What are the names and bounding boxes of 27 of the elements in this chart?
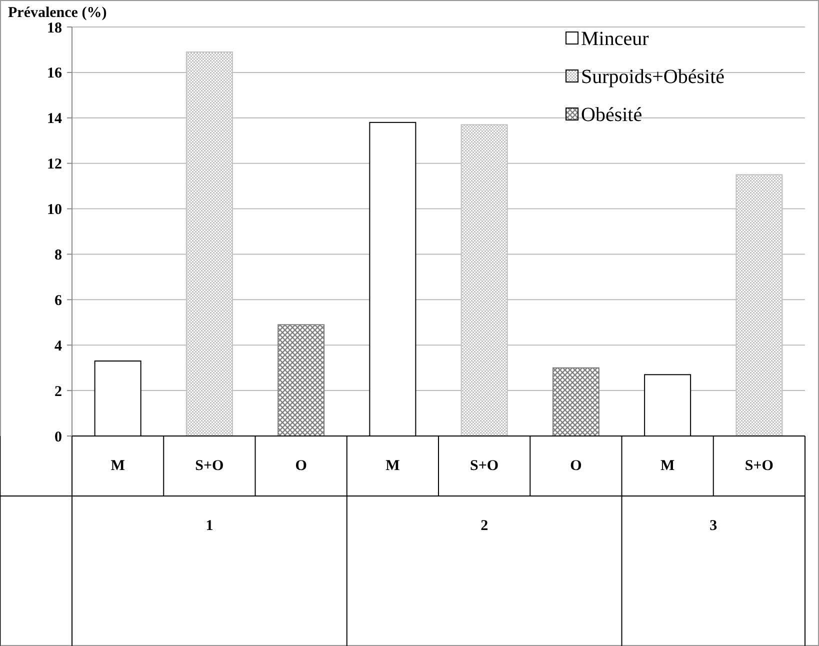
y-tick-label: 4 bbox=[54, 338, 62, 354]
y-tick-label: 10 bbox=[47, 202, 62, 218]
y-tick-label: 14 bbox=[47, 111, 62, 128]
bar bbox=[278, 324, 325, 436]
y-tick-label: 6 bbox=[54, 292, 62, 309]
legend-label: Obésité bbox=[581, 104, 642, 126]
legend-label: Minceur bbox=[581, 28, 650, 50]
x-tick-label: M bbox=[110, 458, 125, 474]
y-axis-title: Prévalence (%) bbox=[8, 5, 107, 21]
text: 3 bbox=[710, 518, 718, 534]
legend-label: Surpoids+Obésité bbox=[581, 66, 725, 88]
x-tick-label: M bbox=[386, 458, 400, 474]
x-tick-label: S+O bbox=[195, 458, 224, 474]
bar bbox=[552, 367, 600, 436]
y-tick-label: 2 bbox=[54, 384, 62, 400]
x-tick-label: S+O bbox=[470, 458, 499, 474]
x-tick-label: M bbox=[660, 458, 675, 474]
y-tick-label: 8 bbox=[54, 247, 62, 264]
x-tick-label: O bbox=[295, 458, 307, 474]
x-tick-label: O bbox=[570, 458, 582, 474]
text: 2 bbox=[480, 518, 488, 534]
text: 1 bbox=[206, 518, 214, 534]
y-tick-label: 12 bbox=[47, 156, 62, 173]
y-tick-label: 18 bbox=[47, 20, 62, 36]
x-tick-label: S+O bbox=[744, 458, 774, 474]
y-tick-label: 0 bbox=[54, 429, 62, 446]
y-tick-label: 16 bbox=[47, 66, 62, 82]
